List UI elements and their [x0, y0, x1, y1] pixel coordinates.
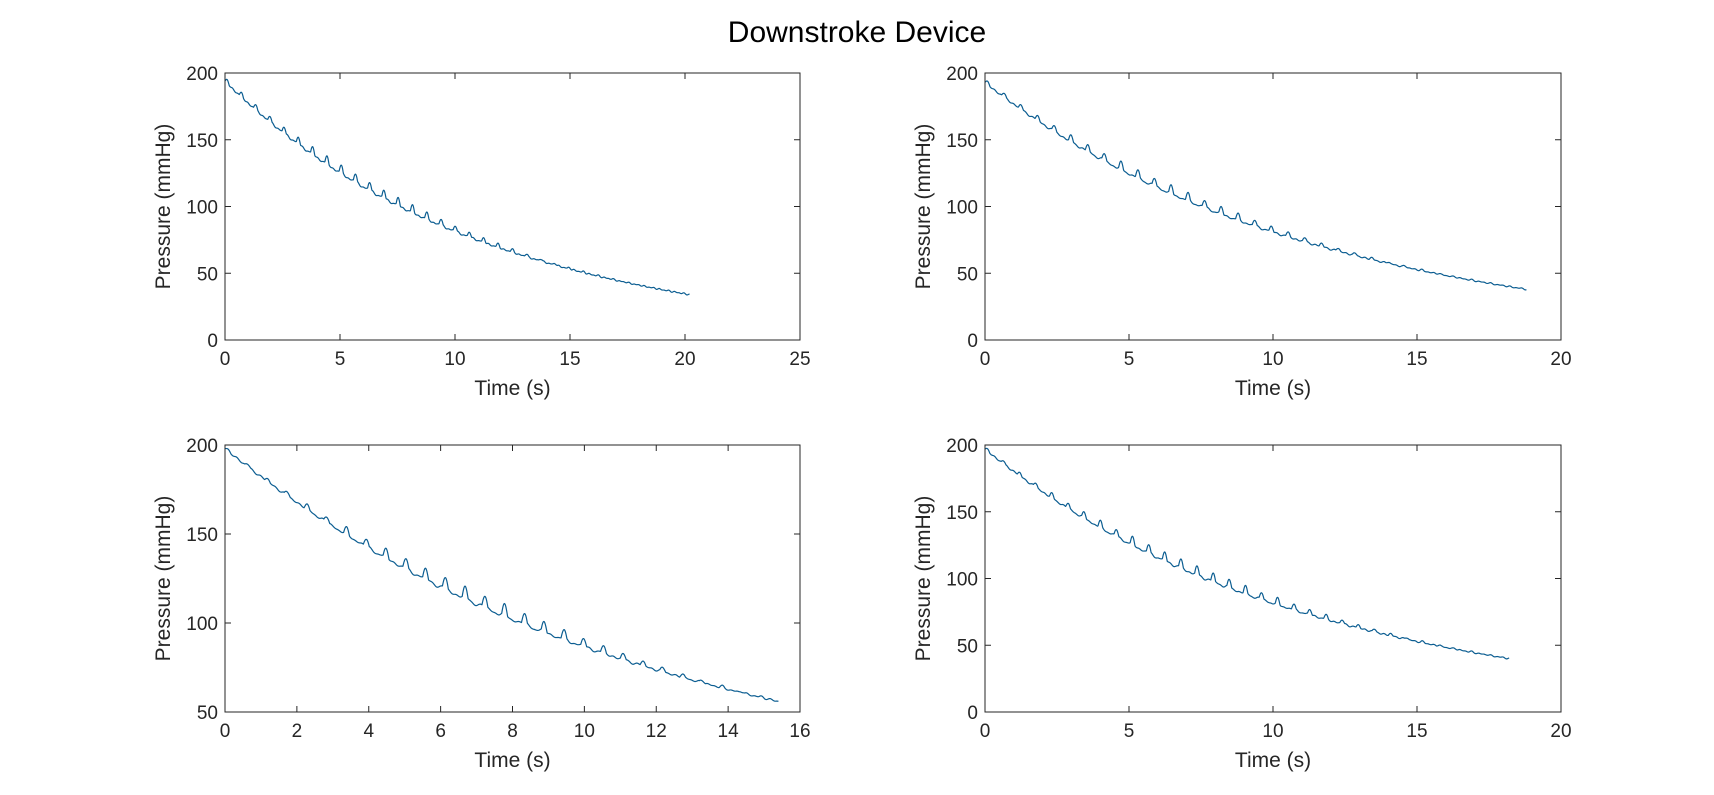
- x-tick-label: 0: [220, 721, 231, 742]
- x-tick-label: 16: [789, 721, 810, 742]
- axes-box: [224, 444, 801, 713]
- y-tick-label: 150: [946, 503, 978, 524]
- subplot-3: 0 2 4 6 8 10 12 14 16 50 100 150 200 Time (s) Pressure…: [152, 436, 811, 772]
- y-tick-label: 0: [967, 331, 978, 352]
- subplot-1: 0 5 10 15 20 25 0 50 100 150 200 Time (s) Pressure (…: [152, 64, 811, 400]
- y-tick-label: 50: [197, 264, 218, 285]
- x-axis-label: Time (s): [1235, 749, 1311, 772]
- x-axis-label: Time (s): [1235, 377, 1311, 400]
- x-tick-label: 15: [1406, 349, 1427, 370]
- y-tick-label: 100: [186, 198, 218, 219]
- x-tick-label: 0: [980, 349, 991, 370]
- pressure-trace-line: [224, 447, 779, 702]
- y-tick-label: 0: [967, 703, 978, 724]
- axes-box: [984, 444, 1562, 713]
- x-tick-label: 10: [1262, 721, 1283, 742]
- x-axis-label: Time (s): [474, 749, 550, 772]
- y-tick-label: 100: [946, 570, 978, 591]
- pressure-trace-line: [984, 447, 1510, 660]
- y-tick-label: 200: [186, 64, 218, 85]
- axes-box: [224, 72, 801, 341]
- axes-box: [984, 72, 1562, 341]
- x-tick-label: 4: [363, 721, 374, 742]
- x-tick-label: 5: [1124, 721, 1135, 742]
- pressure-trace-line: [984, 80, 1527, 291]
- y-tick-label: 0: [207, 331, 218, 352]
- figure-title: Downstroke Device: [728, 16, 986, 49]
- x-tick-label: 0: [980, 721, 991, 742]
- y-tick-label: 100: [946, 198, 978, 219]
- x-tick-label: 6: [435, 721, 446, 742]
- x-tick-label: 10: [574, 721, 595, 742]
- x-tick-label: 20: [674, 349, 695, 370]
- pressure-trace-line: [224, 78, 690, 296]
- x-tick-label: 10: [444, 349, 465, 370]
- y-tick-label: 200: [186, 436, 218, 457]
- y-axis-label: Pressure (mmHg): [152, 124, 175, 290]
- x-tick-label: 5: [1124, 349, 1135, 370]
- x-tick-label: 12: [646, 721, 667, 742]
- x-tick-label: 14: [718, 721, 740, 742]
- x-tick-label: 10: [1262, 349, 1283, 370]
- y-tick-label: 50: [957, 264, 978, 285]
- y-tick-label: 50: [197, 703, 218, 724]
- x-tick-label: 0: [220, 349, 231, 370]
- x-axis-label: Time (s): [474, 377, 550, 400]
- x-tick-label: 2: [292, 721, 303, 742]
- y-tick-label: 150: [186, 525, 218, 546]
- y-tick-label: 50: [957, 636, 978, 657]
- y-axis-label: Pressure (mmHg): [912, 124, 935, 290]
- y-tick-label: 150: [946, 131, 978, 152]
- x-tick-label: 15: [559, 349, 580, 370]
- x-tick-label: 5: [335, 349, 346, 370]
- x-tick-label: 20: [1550, 721, 1571, 742]
- x-tick-label: 15: [1406, 721, 1427, 742]
- x-tick-label: 25: [789, 349, 810, 370]
- y-tick-label: 200: [946, 64, 978, 85]
- x-tick-label: 8: [507, 721, 518, 742]
- y-tick-label: 150: [186, 131, 218, 152]
- y-axis-label: Pressure (mmHg): [912, 496, 935, 662]
- y-tick-label: 100: [186, 614, 218, 635]
- y-tick-label: 200: [946, 436, 978, 457]
- y-axis-label: Pressure (mmHg): [152, 496, 175, 662]
- x-tick-label: 20: [1550, 349, 1571, 370]
